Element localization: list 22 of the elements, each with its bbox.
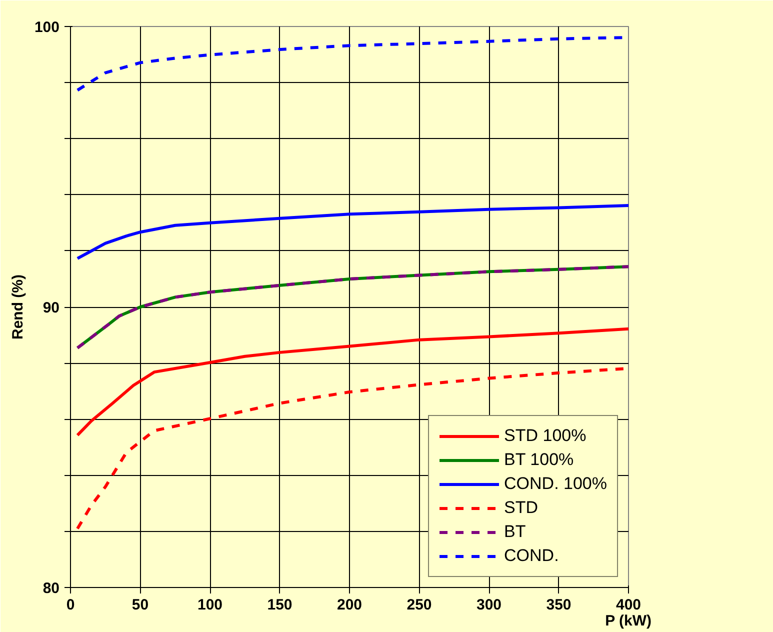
y-tick-label: 90 (42, 300, 60, 316)
y-axis-title: Rend (%) (9, 274, 26, 340)
x-tick-label: 150 (267, 596, 292, 614)
x-tick-label: 100 (197, 596, 223, 614)
legend-label: BT (504, 522, 526, 542)
y-tick-label: 80 (42, 580, 60, 597)
legend-label: STD (504, 498, 538, 518)
x-axis-title: P (kW) (605, 612, 652, 630)
legend-label: BT 100% (504, 450, 574, 470)
x-tick-label: 300 (476, 596, 502, 614)
legend-label: STD 100% (504, 426, 586, 446)
x-tick-label: 50 (132, 596, 149, 614)
x-tick-label: 350 (546, 596, 572, 614)
x-tick-label: 200 (336, 596, 362, 614)
x-tick-label: 250 (406, 596, 432, 614)
x-tick-label: 400 (616, 596, 642, 614)
legend-label: COND. 100% (504, 474, 607, 494)
x-tick-label: 0 (66, 596, 75, 614)
legend-label: COND. (504, 546, 559, 566)
line-series (76, 204, 628, 260)
line-series (76, 265, 628, 350)
y-tick-label: 100 (34, 19, 60, 36)
